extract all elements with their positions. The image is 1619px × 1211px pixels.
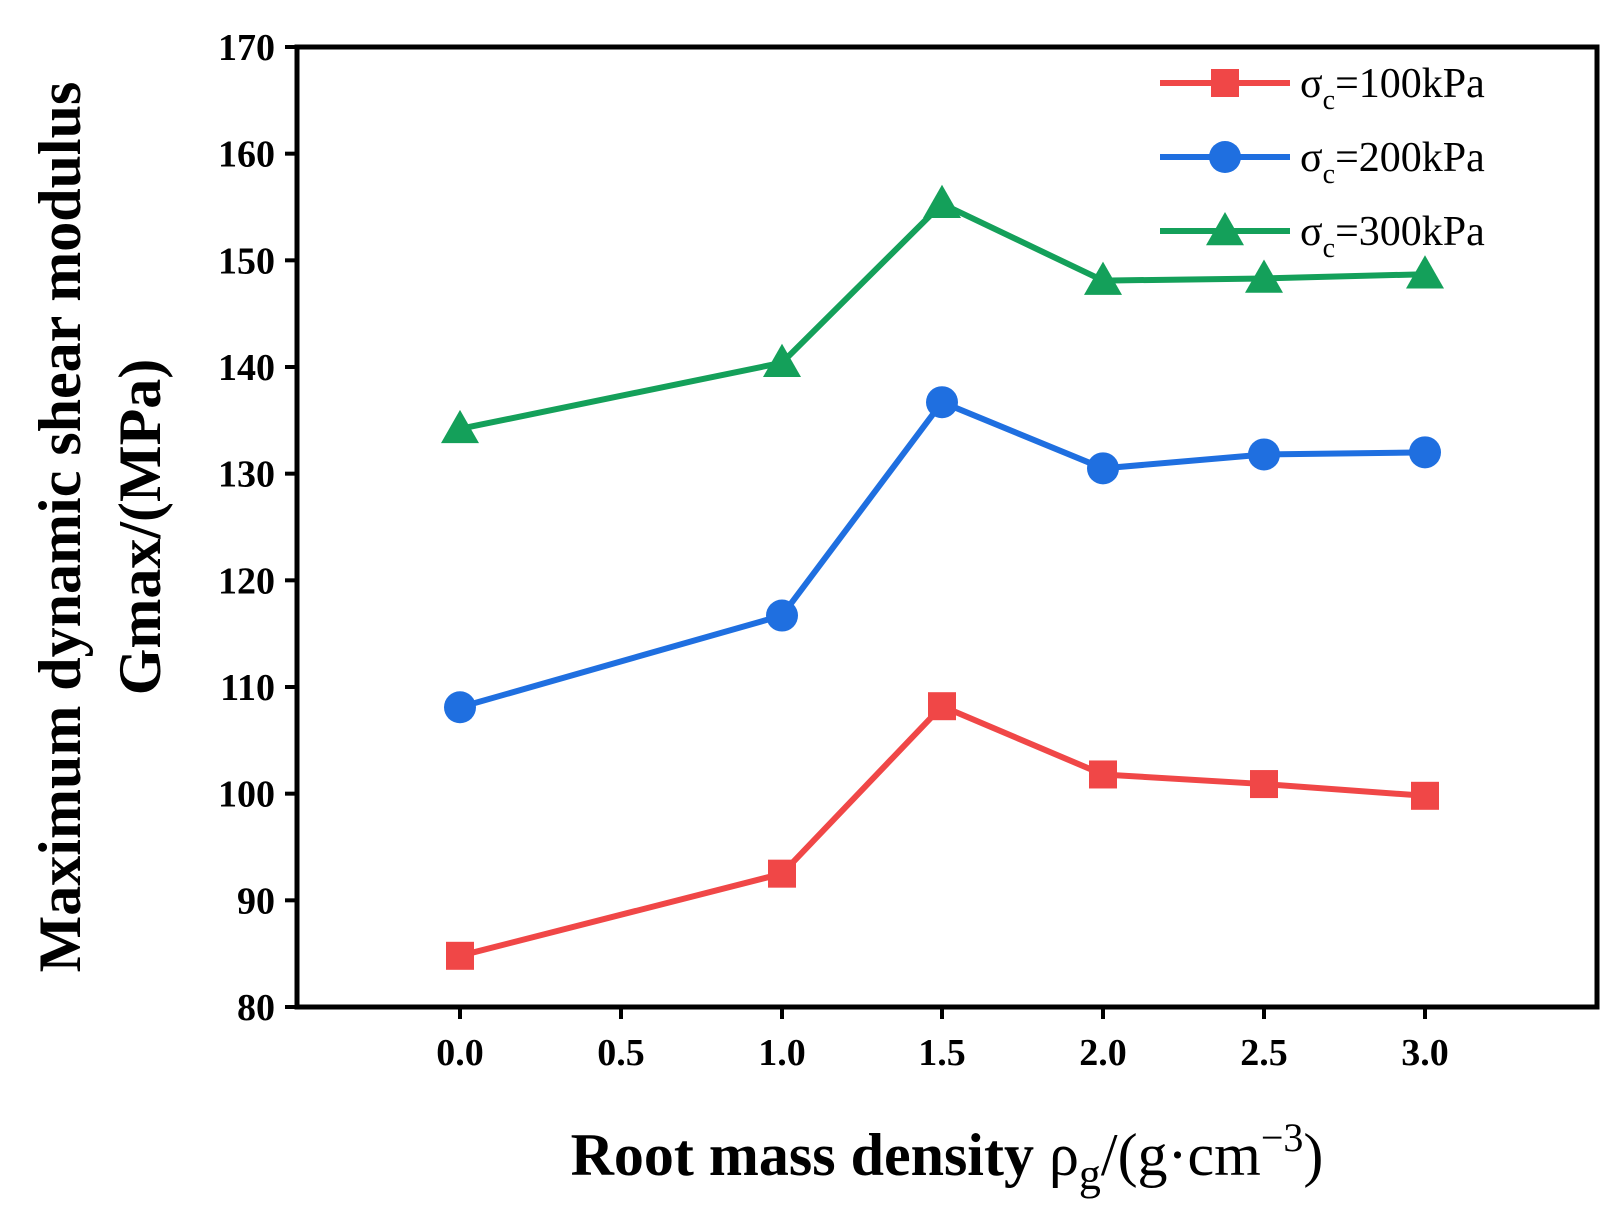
data-point	[441, 409, 479, 444]
series-layer	[441, 184, 1444, 970]
legend-label: σc=100kPa	[1300, 61, 1485, 116]
series-line	[459, 399, 1426, 711]
legend-marker	[1211, 69, 1239, 97]
legend-label: σc=200kPa	[1300, 135, 1485, 190]
x-tick-label: 3.0	[1401, 1032, 1449, 1074]
x-tick-label: 1.5	[918, 1032, 966, 1074]
y-axis-title: Maximum dynamic shear modulus	[27, 82, 93, 973]
x-axis-title-unit: /(g·cm	[1101, 1122, 1261, 1188]
data-point	[928, 692, 956, 721]
x-tick-label: 0.0	[436, 1032, 484, 1074]
series-line	[459, 200, 1426, 432]
y-axis-unit: Gmax/(MPa)	[107, 359, 173, 696]
x-axis-title-symbol-sub: g	[1079, 1150, 1101, 1199]
y-tick-label: 110	[220, 667, 275, 709]
y-tick-label: 120	[218, 560, 275, 602]
legend-item: σc=200kPa	[1160, 135, 1485, 190]
series-line	[459, 703, 1426, 959]
x-tick-label: 2.5	[1240, 1032, 1288, 1074]
y-tick-label: 140	[218, 347, 275, 389]
data-point	[1089, 760, 1117, 789]
y-tick-label: 170	[218, 27, 275, 69]
data-point	[926, 386, 958, 419]
x-tick-label: 1.0	[758, 1032, 806, 1074]
data-point	[1245, 259, 1283, 293]
legend: σc=100kPa σc=200kPa σc=300kPa	[1160, 61, 1485, 264]
series-3	[441, 184, 1444, 444]
x-tick-label: 2.0	[1079, 1032, 1127, 1074]
x-axis-title-unit-sup: −3	[1261, 1115, 1304, 1160]
x-axis: 0.0 0.5 1.0 1.5 2.0 2.5 3.0	[436, 1007, 1449, 1074]
y-tick-label: 150	[218, 240, 275, 282]
data-point	[1087, 452, 1119, 485]
y-tick-label: 160	[218, 134, 275, 176]
data-point	[1406, 255, 1444, 289]
data-point	[768, 859, 796, 888]
legend-marker	[1209, 141, 1241, 173]
x-axis-title: Root mass density ρg/(g·cm−3)	[571, 1115, 1324, 1199]
x-axis-title-main: Root mass density	[571, 1122, 1049, 1188]
data-point	[1411, 781, 1439, 810]
data-point	[1084, 261, 1122, 295]
legend-item: σc=300kPa	[1160, 209, 1485, 264]
data-point	[444, 691, 476, 724]
legend-label: σc=300kPa	[1300, 209, 1485, 264]
data-point	[923, 184, 961, 219]
data-point	[766, 599, 798, 632]
data-point	[1248, 438, 1280, 471]
y-tick-label: 80	[237, 987, 275, 1029]
data-point	[1250, 770, 1278, 799]
legend-marker	[1206, 212, 1244, 246]
y-tick-label: 130	[218, 454, 275, 496]
data-point	[1409, 436, 1441, 469]
x-axis-title-symbol: ρ	[1049, 1122, 1079, 1188]
data-point	[446, 941, 474, 970]
y-axis: 80 90 100 110 120 130 140 150 160 170	[218, 27, 297, 1029]
legend-item: σc=100kPa	[1160, 61, 1485, 116]
x-tick-label: 0.5	[597, 1032, 645, 1074]
data-point	[763, 343, 801, 377]
series-1	[446, 692, 1439, 970]
plot-frame	[294, 44, 1600, 1010]
y-tick-label: 90	[237, 880, 275, 922]
series-2	[444, 386, 1441, 724]
y-tick-label: 100	[218, 774, 275, 816]
x-axis-title-unit-close: )	[1303, 1122, 1323, 1188]
